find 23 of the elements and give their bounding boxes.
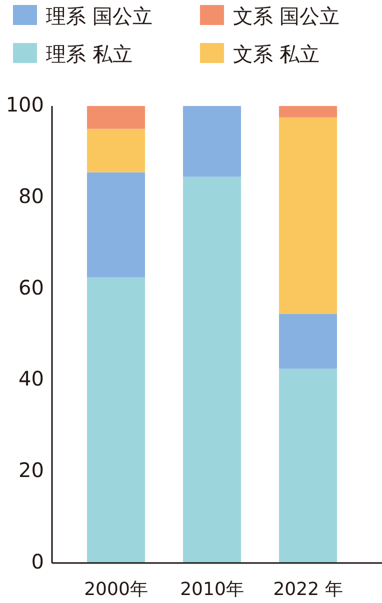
bar [87, 106, 145, 129]
bar [279, 117, 337, 314]
bar [183, 176, 241, 563]
bar [87, 172, 145, 278]
bar [279, 106, 337, 118]
y-tick-label: 40 [18, 366, 44, 391]
y-tick-label: 80 [18, 184, 44, 208]
x-tick-label: 2010年 [180, 578, 244, 600]
y-tick-label: 60 [18, 275, 44, 300]
bar [87, 128, 145, 172]
y-tick-label: 100 [6, 92, 44, 116]
y-tick-label: 0 [31, 549, 44, 574]
x-tick-label: 2022 年 [273, 578, 343, 600]
bar [183, 106, 241, 177]
x-tick-label: 2000年 [84, 578, 148, 600]
legend-label: 理系 国公立 [46, 4, 152, 28]
legend-label: 文系 私立 [233, 42, 320, 66]
y-tick-label: 20 [18, 458, 44, 482]
legend-label: 理系 私立 [46, 42, 132, 66]
bar [279, 368, 337, 563]
bar [279, 314, 337, 369]
legend-label: 文系 国公立 [233, 4, 340, 28]
bar [87, 277, 145, 563]
